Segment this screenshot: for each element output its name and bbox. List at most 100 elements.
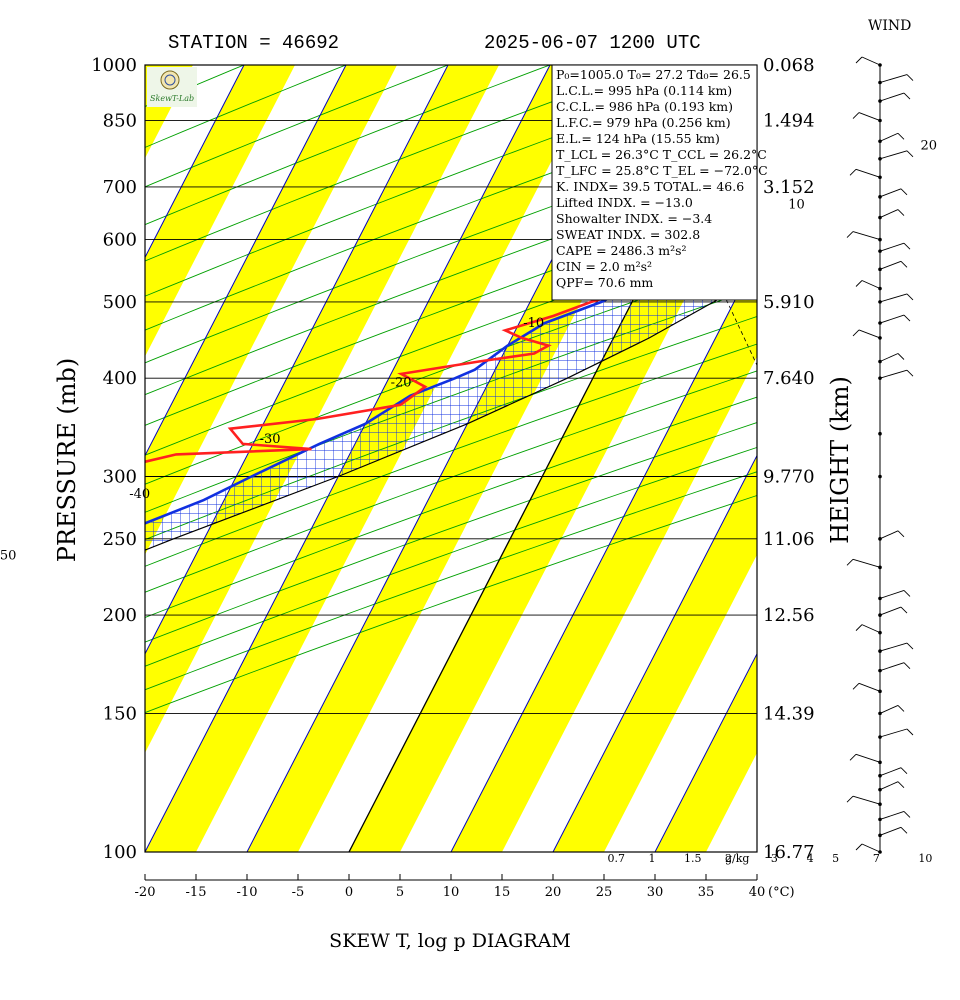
wind-barb-dot [878, 267, 882, 272]
height-tick-label: 9.770 [763, 467, 815, 488]
datetime-title: 2025-06-07 1200 UTC [484, 32, 701, 54]
wind-barb-flag [897, 705, 905, 712]
isotherm-line [145, 65, 449, 655]
wind-barb-flag [906, 728, 914, 736]
wind-barb-shaft [855, 168, 881, 178]
height-tick-label: 1.494 [763, 111, 815, 132]
wind-barb-flag [897, 530, 905, 538]
dry-adiabat [145, 258, 757, 485]
mixing-ratio-label: 1 [649, 852, 656, 865]
mixing-ratio-label: 0.7 [608, 852, 626, 865]
x-tick-label: 40 [749, 885, 766, 900]
wind-barb-flag [903, 662, 911, 669]
wind-barb-shaft [858, 112, 881, 121]
isotherm-line [145, 65, 245, 259]
wind-barb-shaft [879, 92, 905, 102]
wind-barb-flag [897, 132, 905, 140]
isotherm-line [850, 48, 960, 869]
wind-barb-shaft [858, 329, 881, 339]
height-tick-label: 16.77 [763, 842, 815, 863]
dry-adiabat [145, 422, 757, 643]
wind-barb-shaft [852, 558, 881, 568]
mixing-ratio-label: 2 [725, 852, 732, 865]
wind-barb-flag [900, 261, 908, 268]
isotherm-band [952, 48, 960, 869]
pressure-tick-label: 500 [103, 292, 137, 313]
pressure-tick-label: 1000 [91, 55, 137, 76]
wind-barb-flag [903, 590, 911, 597]
isotherm-band [0, 48, 100, 869]
wind-title: WIND [868, 18, 911, 34]
stats-line: SWEAT INDX. = 302.8 [556, 227, 700, 242]
x-tick-label: 20 [545, 885, 562, 900]
wind-barb-shaft [855, 753, 881, 763]
height-tick-label: 14.39 [763, 703, 815, 724]
mixing-ratio-label: 7 [873, 852, 880, 865]
wind-barb-flag [900, 606, 908, 614]
wind-barb-shaft [879, 293, 908, 303]
isotherm-band [145, 65, 397, 555]
mixing-unit-label: g/kg [725, 852, 749, 865]
pressure-tick-label: 250 [103, 529, 137, 550]
isotherm-label: -30 [260, 432, 281, 447]
x-tick-label: 25 [596, 885, 613, 900]
isotherm-line [145, 65, 347, 457]
stats-line: Showalter INDX. = −3.4 [556, 211, 712, 226]
wind-barb-shaft [852, 231, 881, 241]
dry-adiabat [145, 446, 757, 667]
wind-barb-flag [852, 329, 860, 337]
wind-barb-shaft [879, 314, 905, 324]
wind-barb-shaft [879, 589, 905, 599]
plot-frame [144, 64, 758, 853]
isotherm-label: 10 [788, 197, 805, 212]
wind-barb-shaft [861, 843, 881, 853]
dry-adiabat [145, 396, 757, 618]
wind-barb-flag [903, 92, 911, 100]
height-tick-label: 11.06 [763, 529, 815, 550]
mixing-ratio-line [836, 65, 960, 598]
wind-barb-flag [846, 231, 854, 238]
wind-barb-flag [897, 353, 905, 360]
pressure-tick-label: 400 [103, 368, 137, 389]
wind-barb-shaft [861, 56, 881, 66]
dewpoint-line [145, 228, 757, 525]
height-tick-label: 3.152 [763, 177, 815, 198]
pressure-tick-label: 200 [103, 605, 137, 626]
dry-adiabat [145, 65, 450, 188]
isotherm-label: -10 [523, 316, 544, 331]
wind-barb-shaft [879, 150, 908, 160]
x-tick-label: 35 [698, 885, 715, 900]
mixing-ratio-label: 4 [807, 852, 814, 865]
wind-barb-flag [846, 559, 854, 566]
stats-line: E.L.= 124 hPa (15.55 km) [556, 131, 720, 146]
footer-title: SKEW T, log p DIAGRAM [329, 930, 571, 952]
wind-barb-shaft [879, 728, 908, 738]
pressure-tick-label: 600 [103, 230, 137, 251]
wind-barb-flag [903, 811, 911, 818]
isotherm-band [145, 65, 295, 357]
dry-adiabat [145, 65, 552, 226]
mixing-ratio-label: 5 [832, 852, 839, 865]
dry-adiabat [145, 343, 757, 567]
x-tick-label: 15 [494, 885, 511, 900]
wind-barb-shaft [879, 810, 905, 820]
wind-barb-dot [878, 431, 882, 436]
isotherm-line [0, 48, 49, 869]
wind-barb-flag [906, 74, 914, 81]
x-tick-label: -20 [135, 885, 156, 900]
wind-barb-shaft [861, 624, 881, 634]
wind-barb-shaft [852, 795, 881, 805]
pressure-tick-label: 700 [103, 177, 137, 198]
height-tick-label: 0.068 [763, 55, 815, 76]
isotherm-line [450, 256, 757, 852]
axis-labels: 0.711.523457101520253010016.7715014.3920… [0, 55, 937, 900]
x-tick-label: -15 [186, 885, 207, 900]
wind-barb-flag [855, 624, 863, 631]
pressure-tick-label: 100 [103, 842, 137, 863]
wind-barb-shaft [879, 188, 902, 198]
isotherm-line [952, 48, 960, 869]
height-tick-label: 12.56 [763, 605, 815, 626]
mixing-ratio-label: 10 [918, 852, 932, 865]
logo-seal-icon [160, 70, 180, 90]
